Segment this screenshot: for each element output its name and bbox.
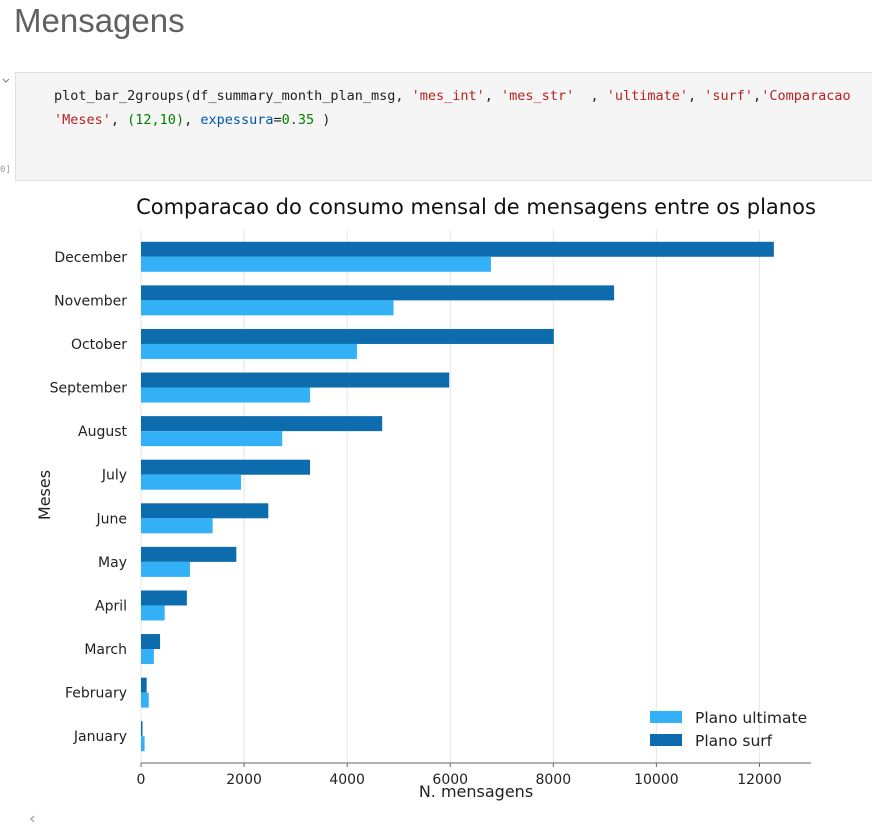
- category-label-august: August: [78, 424, 128, 440]
- bar-surf-august: [141, 416, 383, 432]
- category-label-september: September: [50, 381, 128, 397]
- code-string-ultimate: 'ultimate': [606, 88, 688, 104]
- category-label-november: November: [54, 293, 127, 309]
- code-sep: ,: [184, 112, 201, 128]
- bar-surf-december: [141, 241, 774, 257]
- category-label-june: June: [96, 511, 128, 527]
- code-number: 0.35: [281, 112, 315, 128]
- x-tick-label: 2000: [226, 772, 262, 788]
- bar-surf-october: [141, 328, 554, 344]
- x-tick-label: 10000: [634, 772, 679, 788]
- bar-ultimate-february: [141, 692, 149, 708]
- bar-surf-may: [141, 546, 237, 562]
- execution-count: 0]: [0, 165, 11, 175]
- code-call: plot_bar_2groups(df_summary_month_plan_m…: [54, 88, 412, 104]
- code-figsize: (12,10): [127, 112, 185, 128]
- chart-output: January February March April May June July Augu…: [0, 190, 872, 815]
- y-axis-label: Meses: [35, 470, 54, 520]
- category-label-january: January: [73, 729, 127, 745]
- code-sep: ,: [110, 112, 128, 128]
- bar-surf-march: [141, 634, 161, 650]
- category-label-february: February: [65, 686, 127, 702]
- bar-ultimate-august: [141, 431, 283, 447]
- category-label-march: March: [84, 642, 127, 658]
- bar-ultimate-april: [141, 605, 165, 621]
- chart-title: Comparacao do consumo mensal de mensagen…: [136, 195, 816, 219]
- bar-surf-january: [141, 721, 143, 737]
- code-line-1: plot_bar_2groups(df_summary_month_plan_m…: [54, 88, 851, 104]
- bar-surf-september: [141, 372, 450, 388]
- category-label-december: December: [54, 250, 127, 266]
- legend-swatch-surf: [650, 734, 682, 746]
- collapse-cell-icon[interactable]: [1, 75, 11, 85]
- x-tick-label: 4000: [329, 772, 365, 788]
- code-string-mes-int: 'mes_int': [411, 88, 485, 104]
- code-string-surf: 'surf': [704, 88, 754, 104]
- code-cell[interactable]: plot_bar_2groups(df_summary_month_plan_m…: [15, 72, 872, 181]
- code-sep: ,: [688, 88, 705, 104]
- bar-ultimate-november: [141, 300, 394, 316]
- section-heading: Mensagens: [14, 2, 185, 39]
- bar-surf-july: [141, 459, 311, 475]
- bar-surf-november: [141, 285, 615, 301]
- x-axis-label: N. mensagens: [419, 782, 533, 801]
- code-string-meses: 'Meses': [54, 112, 111, 128]
- x-tick-label: 8000: [535, 772, 571, 788]
- bar-ultimate-march: [141, 649, 154, 665]
- category-label-july: July: [101, 468, 127, 484]
- code-kwarg: expessura: [200, 112, 274, 128]
- code-string-mes-str: 'mes_str': [501, 88, 575, 104]
- bar-surf-june: [141, 503, 269, 519]
- x-tick-label: 0: [137, 772, 146, 788]
- category-label-april: April: [95, 598, 127, 614]
- legend-swatch-ultimate: [650, 711, 682, 723]
- bar-ultimate-june: [141, 518, 213, 534]
- bar-ultimate-july: [141, 474, 241, 490]
- code-string-title: 'Comparacao: [761, 88, 851, 104]
- category-label-october: October: [71, 337, 127, 353]
- code-line-2: 'Meses', (12,10), expessura=0.35 ): [54, 112, 330, 128]
- bar-ultimate-january: [141, 736, 145, 752]
- bar-surf-april: [141, 590, 187, 606]
- bar-ultimate-may: [141, 561, 190, 577]
- bar-ultimate-october: [141, 343, 357, 359]
- legend-label-ultimate: Plano ultimate: [695, 709, 807, 727]
- bar-chart: January February March April May June July Augu…: [35, 195, 816, 801]
- scroll-left-icon[interactable]: [28, 814, 36, 824]
- legend-label-surf: Plano surf: [695, 732, 773, 750]
- x-tick-label: 12000: [737, 772, 782, 788]
- bar-ultimate-december: [141, 256, 491, 272]
- category-label-may: May: [98, 555, 127, 571]
- code-sep: ,: [484, 88, 502, 104]
- code-equals: =: [273, 112, 282, 128]
- code-sep: ,: [574, 88, 607, 104]
- bar-ultimate-september: [141, 387, 311, 403]
- bar-surf-february: [141, 677, 147, 693]
- x-tick-label: 6000: [432, 772, 468, 788]
- code-sep: ,: [753, 88, 762, 104]
- code-close: ): [314, 112, 331, 128]
